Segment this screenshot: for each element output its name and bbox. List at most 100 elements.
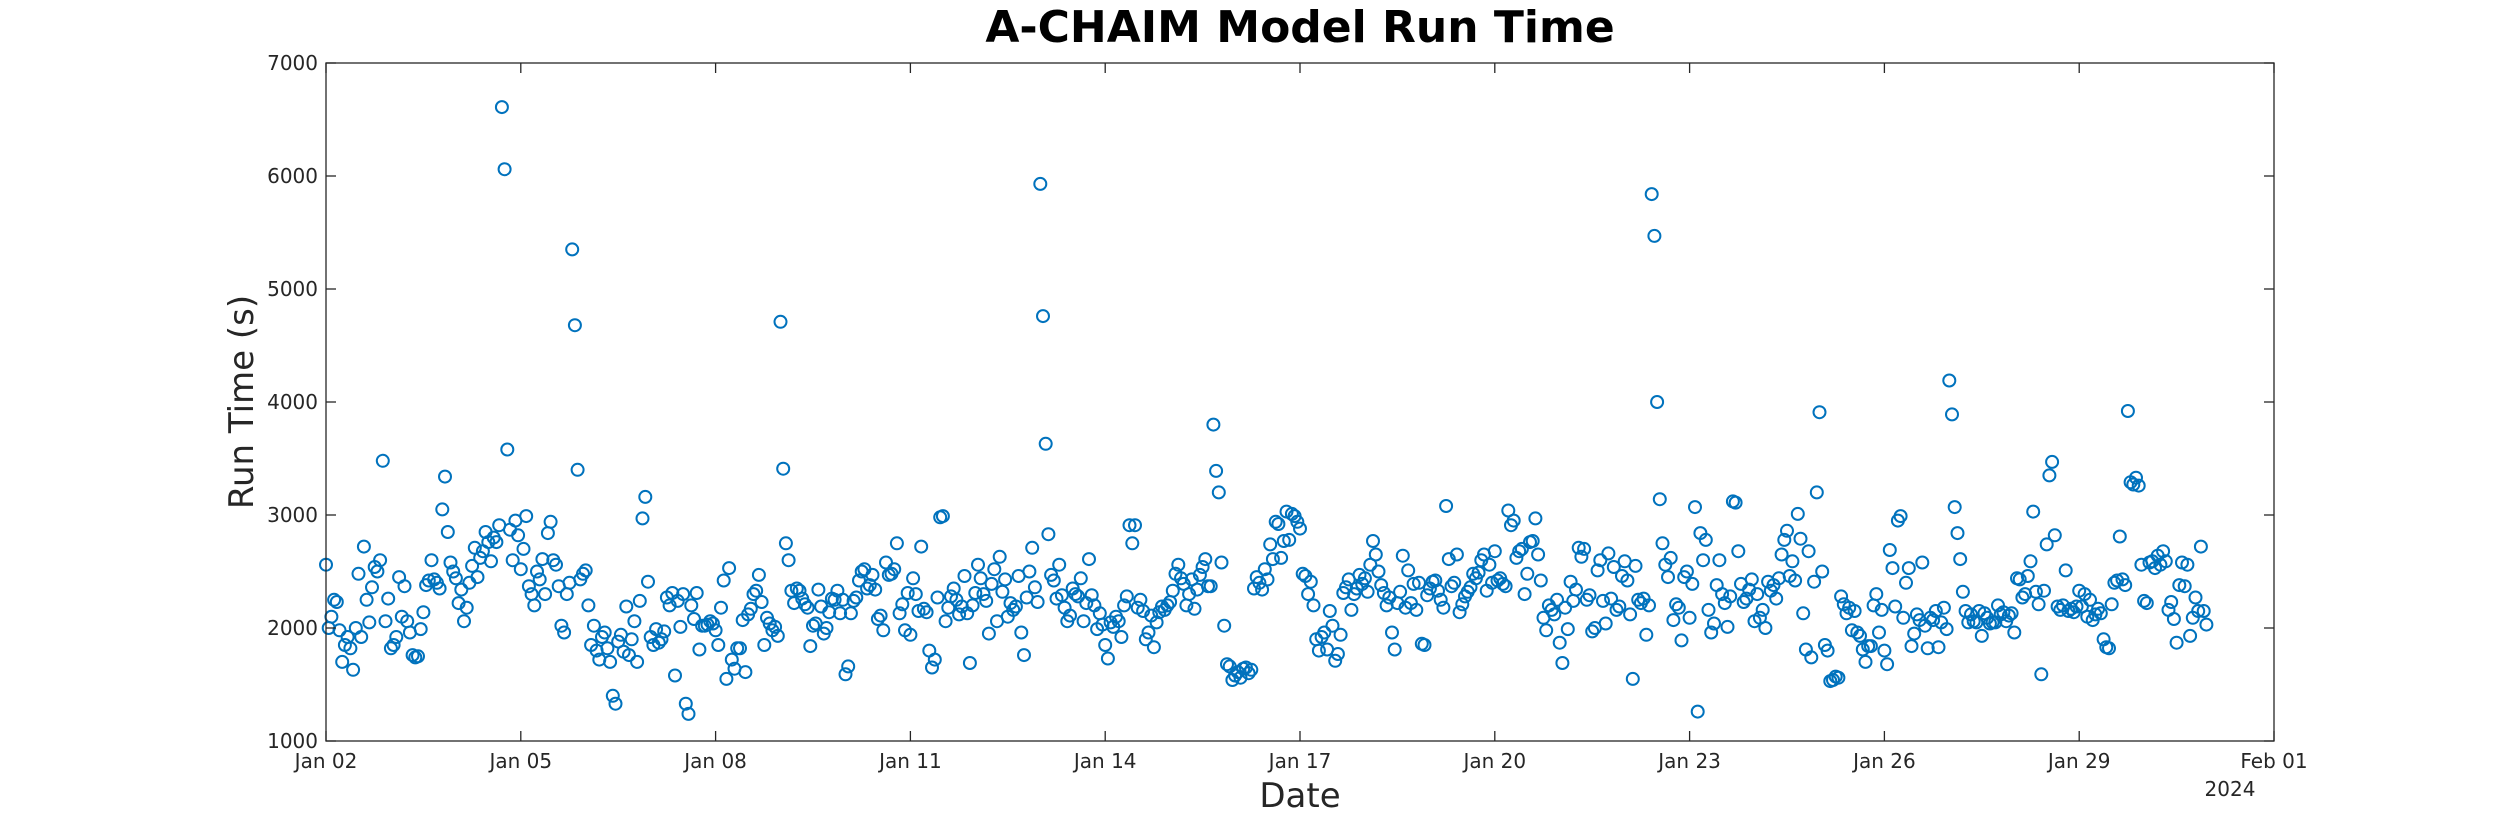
data-point [957, 569, 972, 583]
data-point [1755, 602, 1770, 617]
data-point [1947, 500, 1962, 515]
data-point [2188, 590, 2203, 605]
data-point [559, 587, 574, 602]
data-point [2112, 529, 2127, 544]
data-point [833, 606, 848, 621]
data-point [1666, 613, 1681, 628]
data-point [716, 573, 731, 588]
data-point [2045, 454, 2060, 469]
data-point [1880, 657, 1895, 672]
data-point [1220, 657, 1234, 672]
data-point [973, 571, 988, 586]
data-point [1187, 601, 1202, 616]
data-point [1804, 650, 1819, 665]
data-point [925, 660, 939, 675]
data-point [768, 619, 783, 634]
data-point [435, 502, 450, 517]
data-point [627, 614, 642, 629]
data-point [608, 696, 623, 711]
data-point [638, 489, 653, 504]
data-point [2037, 583, 2051, 598]
data-point [489, 535, 504, 550]
data-point [2166, 612, 2181, 626]
data-point [2023, 554, 2038, 569]
data-point [1920, 641, 1935, 656]
data-point [346, 662, 361, 677]
data-point [597, 625, 612, 640]
data-point [1076, 614, 1091, 629]
data-point [770, 628, 785, 643]
data-point [500, 442, 515, 457]
data-point [2137, 593, 2152, 608]
y-axis-title: Run Time (s) [222, 295, 262, 509]
data-point [619, 599, 634, 614]
data-point [968, 586, 983, 600]
data-point [1877, 643, 1892, 658]
data-point [1449, 547, 1464, 562]
x-axis: Jan 02 Jan 05 Jan 08 Jan 11 Jan 14 Jan 17 Jan … [293, 63, 2308, 773]
data-point [827, 592, 842, 607]
data-point [1790, 506, 1805, 521]
data-point [2001, 608, 2016, 623]
data-point [351, 566, 366, 581]
data-point [1777, 532, 1792, 547]
data-point [1769, 591, 1784, 606]
data-point [1642, 598, 1656, 613]
data-point [2069, 599, 2084, 614]
data-point [1192, 567, 1207, 582]
data-point [1809, 485, 1824, 500]
data-point [1907, 626, 1922, 641]
data-point [1896, 610, 1911, 625]
x-tick-label: Jan 11 [877, 749, 942, 773]
data-point [2004, 606, 2019, 621]
data-point [692, 642, 707, 657]
data-point [678, 696, 693, 711]
data-point [1195, 560, 1210, 574]
data-point [549, 557, 563, 572]
data-point [1785, 554, 1800, 569]
data-point [2047, 528, 2062, 543]
data-point [416, 605, 431, 620]
data-point [1333, 627, 1348, 642]
data-point [576, 566, 590, 581]
data-point [846, 593, 861, 608]
data-point [1612, 599, 1627, 614]
data-point [1073, 571, 1088, 586]
data-point [581, 598, 596, 613]
data-point [1620, 573, 1635, 588]
data-point [2028, 584, 2043, 599]
data-point [2104, 597, 2119, 612]
data-point [554, 618, 569, 633]
data-point [324, 609, 339, 624]
data-point [778, 536, 793, 551]
data-point [1882, 543, 1897, 557]
data-point [781, 553, 796, 568]
data-point [1374, 578, 1389, 593]
data-point [1872, 625, 1886, 640]
data-point [1412, 575, 1426, 590]
data-point [1146, 640, 1161, 655]
data-point [2164, 595, 2179, 609]
data-point [505, 553, 520, 568]
data-point [1371, 564, 1386, 579]
x-tick-label: Jan 17 [1267, 749, 1332, 773]
data-point [1566, 593, 1581, 608]
data-point [2169, 635, 2184, 650]
data-point [1831, 670, 1846, 685]
x-tick-label: Jan 14 [1072, 749, 1137, 773]
data-point [1506, 513, 1521, 528]
data-point [332, 623, 347, 638]
data-point [1025, 540, 1040, 555]
data-point [1598, 616, 1613, 631]
data-point [1317, 625, 1332, 640]
data-point [1054, 588, 1069, 603]
data-point [1928, 604, 1943, 618]
data-point [927, 652, 942, 667]
y-tick-label: 2000 [267, 616, 318, 640]
data-point [922, 643, 937, 658]
data-point [1863, 639, 1878, 654]
data-point [1114, 630, 1129, 644]
data-point [676, 587, 691, 602]
data-point [1709, 578, 1724, 593]
